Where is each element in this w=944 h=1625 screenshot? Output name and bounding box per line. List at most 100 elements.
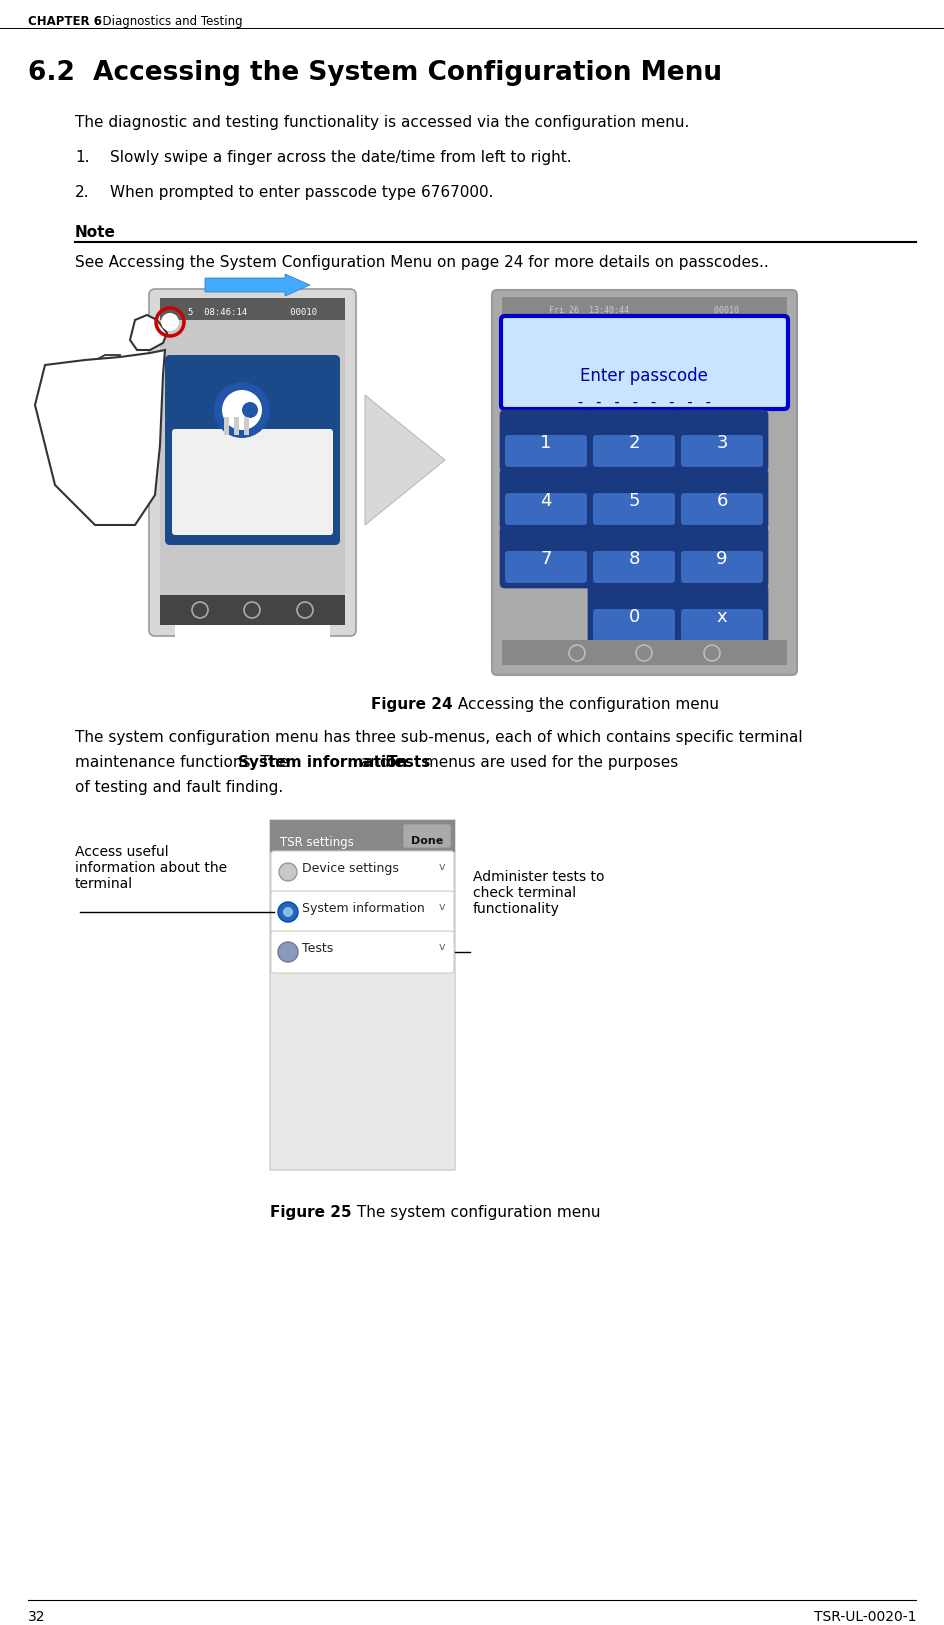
FancyBboxPatch shape xyxy=(676,468,768,530)
FancyBboxPatch shape xyxy=(593,492,675,525)
Text: 6: 6 xyxy=(716,492,728,510)
Text: Access useful
information about the
terminal: Access useful information about the term… xyxy=(75,845,228,892)
Text: - - - - - - - -: - - - - - - - - xyxy=(576,395,713,410)
Bar xyxy=(224,418,229,436)
Text: x: x xyxy=(716,608,727,626)
Text: v: v xyxy=(438,861,445,873)
FancyBboxPatch shape xyxy=(681,436,763,466)
Text: 5: 5 xyxy=(629,492,640,510)
Text: 6.2  Accessing the System Configuration Menu: 6.2 Accessing the System Configuration M… xyxy=(28,60,722,86)
Text: Administer tests to
check terminal
functionality: Administer tests to check terminal funct… xyxy=(473,869,604,916)
Bar xyxy=(175,601,330,642)
Text: menus are used for the purposes: menus are used for the purposes xyxy=(419,756,679,770)
Text: When prompted to enter passcode type 6767000.: When prompted to enter passcode type 676… xyxy=(110,185,494,200)
Circle shape xyxy=(242,401,258,418)
FancyBboxPatch shape xyxy=(403,824,451,848)
FancyBboxPatch shape xyxy=(492,289,797,674)
Circle shape xyxy=(278,902,298,921)
FancyBboxPatch shape xyxy=(588,410,680,471)
FancyBboxPatch shape xyxy=(505,492,587,525)
FancyBboxPatch shape xyxy=(505,436,587,466)
Text: 2: 2 xyxy=(629,434,640,452)
FancyBboxPatch shape xyxy=(165,354,340,544)
FancyBboxPatch shape xyxy=(681,492,763,525)
Polygon shape xyxy=(35,349,165,525)
Polygon shape xyxy=(49,366,84,401)
Text: 2.: 2. xyxy=(75,185,90,200)
Circle shape xyxy=(214,382,270,439)
Polygon shape xyxy=(67,361,102,393)
Bar xyxy=(234,418,239,436)
Text: Note: Note xyxy=(75,224,116,240)
FancyBboxPatch shape xyxy=(271,931,454,973)
FancyBboxPatch shape xyxy=(500,410,592,471)
Text: Slowly swipe a finger across the date/time from left to right.: Slowly swipe a finger across the date/ti… xyxy=(110,150,572,166)
Text: of testing and fault finding.: of testing and fault finding. xyxy=(75,780,283,795)
Text: 1.: 1. xyxy=(75,150,90,166)
Text: Enter passcode: Enter passcode xyxy=(580,367,708,385)
FancyBboxPatch shape xyxy=(271,852,454,894)
Circle shape xyxy=(161,314,179,332)
Circle shape xyxy=(283,907,293,916)
FancyBboxPatch shape xyxy=(501,315,788,410)
Circle shape xyxy=(222,390,262,431)
Text: The system configuration menu: The system configuration menu xyxy=(352,1206,600,1220)
FancyBboxPatch shape xyxy=(681,609,763,640)
FancyBboxPatch shape xyxy=(676,526,768,588)
Text: TSR settings: TSR settings xyxy=(280,835,354,848)
Text: 0: 0 xyxy=(629,608,640,626)
Text: maintenance functions. The: maintenance functions. The xyxy=(75,756,294,770)
Bar xyxy=(160,595,345,626)
FancyBboxPatch shape xyxy=(271,891,454,933)
FancyBboxPatch shape xyxy=(588,583,680,647)
Text: Done: Done xyxy=(411,835,443,847)
Text: 1: 1 xyxy=(540,434,551,452)
Text: 32: 32 xyxy=(28,1610,45,1623)
Text: The diagnostic and testing functionality is accessed via the configuration menu.: The diagnostic and testing functionality… xyxy=(75,115,689,130)
FancyBboxPatch shape xyxy=(172,429,333,535)
Bar xyxy=(502,640,787,665)
FancyBboxPatch shape xyxy=(500,468,592,530)
Text: 5  08:46:14        00010: 5 08:46:14 00010 xyxy=(188,309,316,317)
Text: Tests: Tests xyxy=(386,756,430,770)
Bar xyxy=(270,821,455,852)
FancyBboxPatch shape xyxy=(149,289,356,635)
Text: Tests: Tests xyxy=(302,942,333,955)
Text: Fri 26  13:40:44                 00010: Fri 26 13:40:44 00010 xyxy=(549,306,739,315)
FancyBboxPatch shape xyxy=(676,583,768,647)
Text: Device settings: Device settings xyxy=(302,861,399,874)
Text: The system configuration menu has three sub-menus, each of which contains specif: The system configuration menu has three … xyxy=(75,730,802,744)
FancyArrow shape xyxy=(205,275,310,296)
Circle shape xyxy=(279,863,297,881)
Text: System information: System information xyxy=(238,756,408,770)
Text: CHAPTER 6: CHAPTER 6 xyxy=(28,15,102,28)
Bar xyxy=(502,297,787,317)
Text: 7: 7 xyxy=(540,549,551,569)
Bar xyxy=(160,297,345,320)
FancyBboxPatch shape xyxy=(505,551,587,583)
Polygon shape xyxy=(85,354,120,385)
FancyBboxPatch shape xyxy=(500,526,592,588)
Polygon shape xyxy=(365,395,445,525)
Text: Accessing the configuration menu: Accessing the configuration menu xyxy=(453,697,719,712)
Text: TSR-UL-0020-1: TSR-UL-0020-1 xyxy=(814,1610,916,1623)
Text: 4: 4 xyxy=(540,492,551,510)
Text: v: v xyxy=(438,942,445,952)
Text: Figure 25: Figure 25 xyxy=(270,1206,352,1220)
Text: : Diagnostics and Testing: : Diagnostics and Testing xyxy=(91,15,243,28)
Polygon shape xyxy=(130,315,167,349)
Text: 8: 8 xyxy=(629,549,640,569)
Bar xyxy=(160,320,345,626)
Text: and: and xyxy=(356,756,395,770)
FancyBboxPatch shape xyxy=(588,468,680,530)
FancyBboxPatch shape xyxy=(270,821,455,1170)
Text: 3: 3 xyxy=(716,434,728,452)
Bar xyxy=(244,418,249,436)
FancyBboxPatch shape xyxy=(593,436,675,466)
Text: See Accessing the System Configuration Menu on page 24 for more details on passc: See Accessing the System Configuration M… xyxy=(75,255,768,270)
Circle shape xyxy=(278,942,298,962)
FancyBboxPatch shape xyxy=(593,551,675,583)
Text: 9: 9 xyxy=(716,549,728,569)
Text: System information: System information xyxy=(302,902,425,915)
Text: v: v xyxy=(438,902,445,912)
